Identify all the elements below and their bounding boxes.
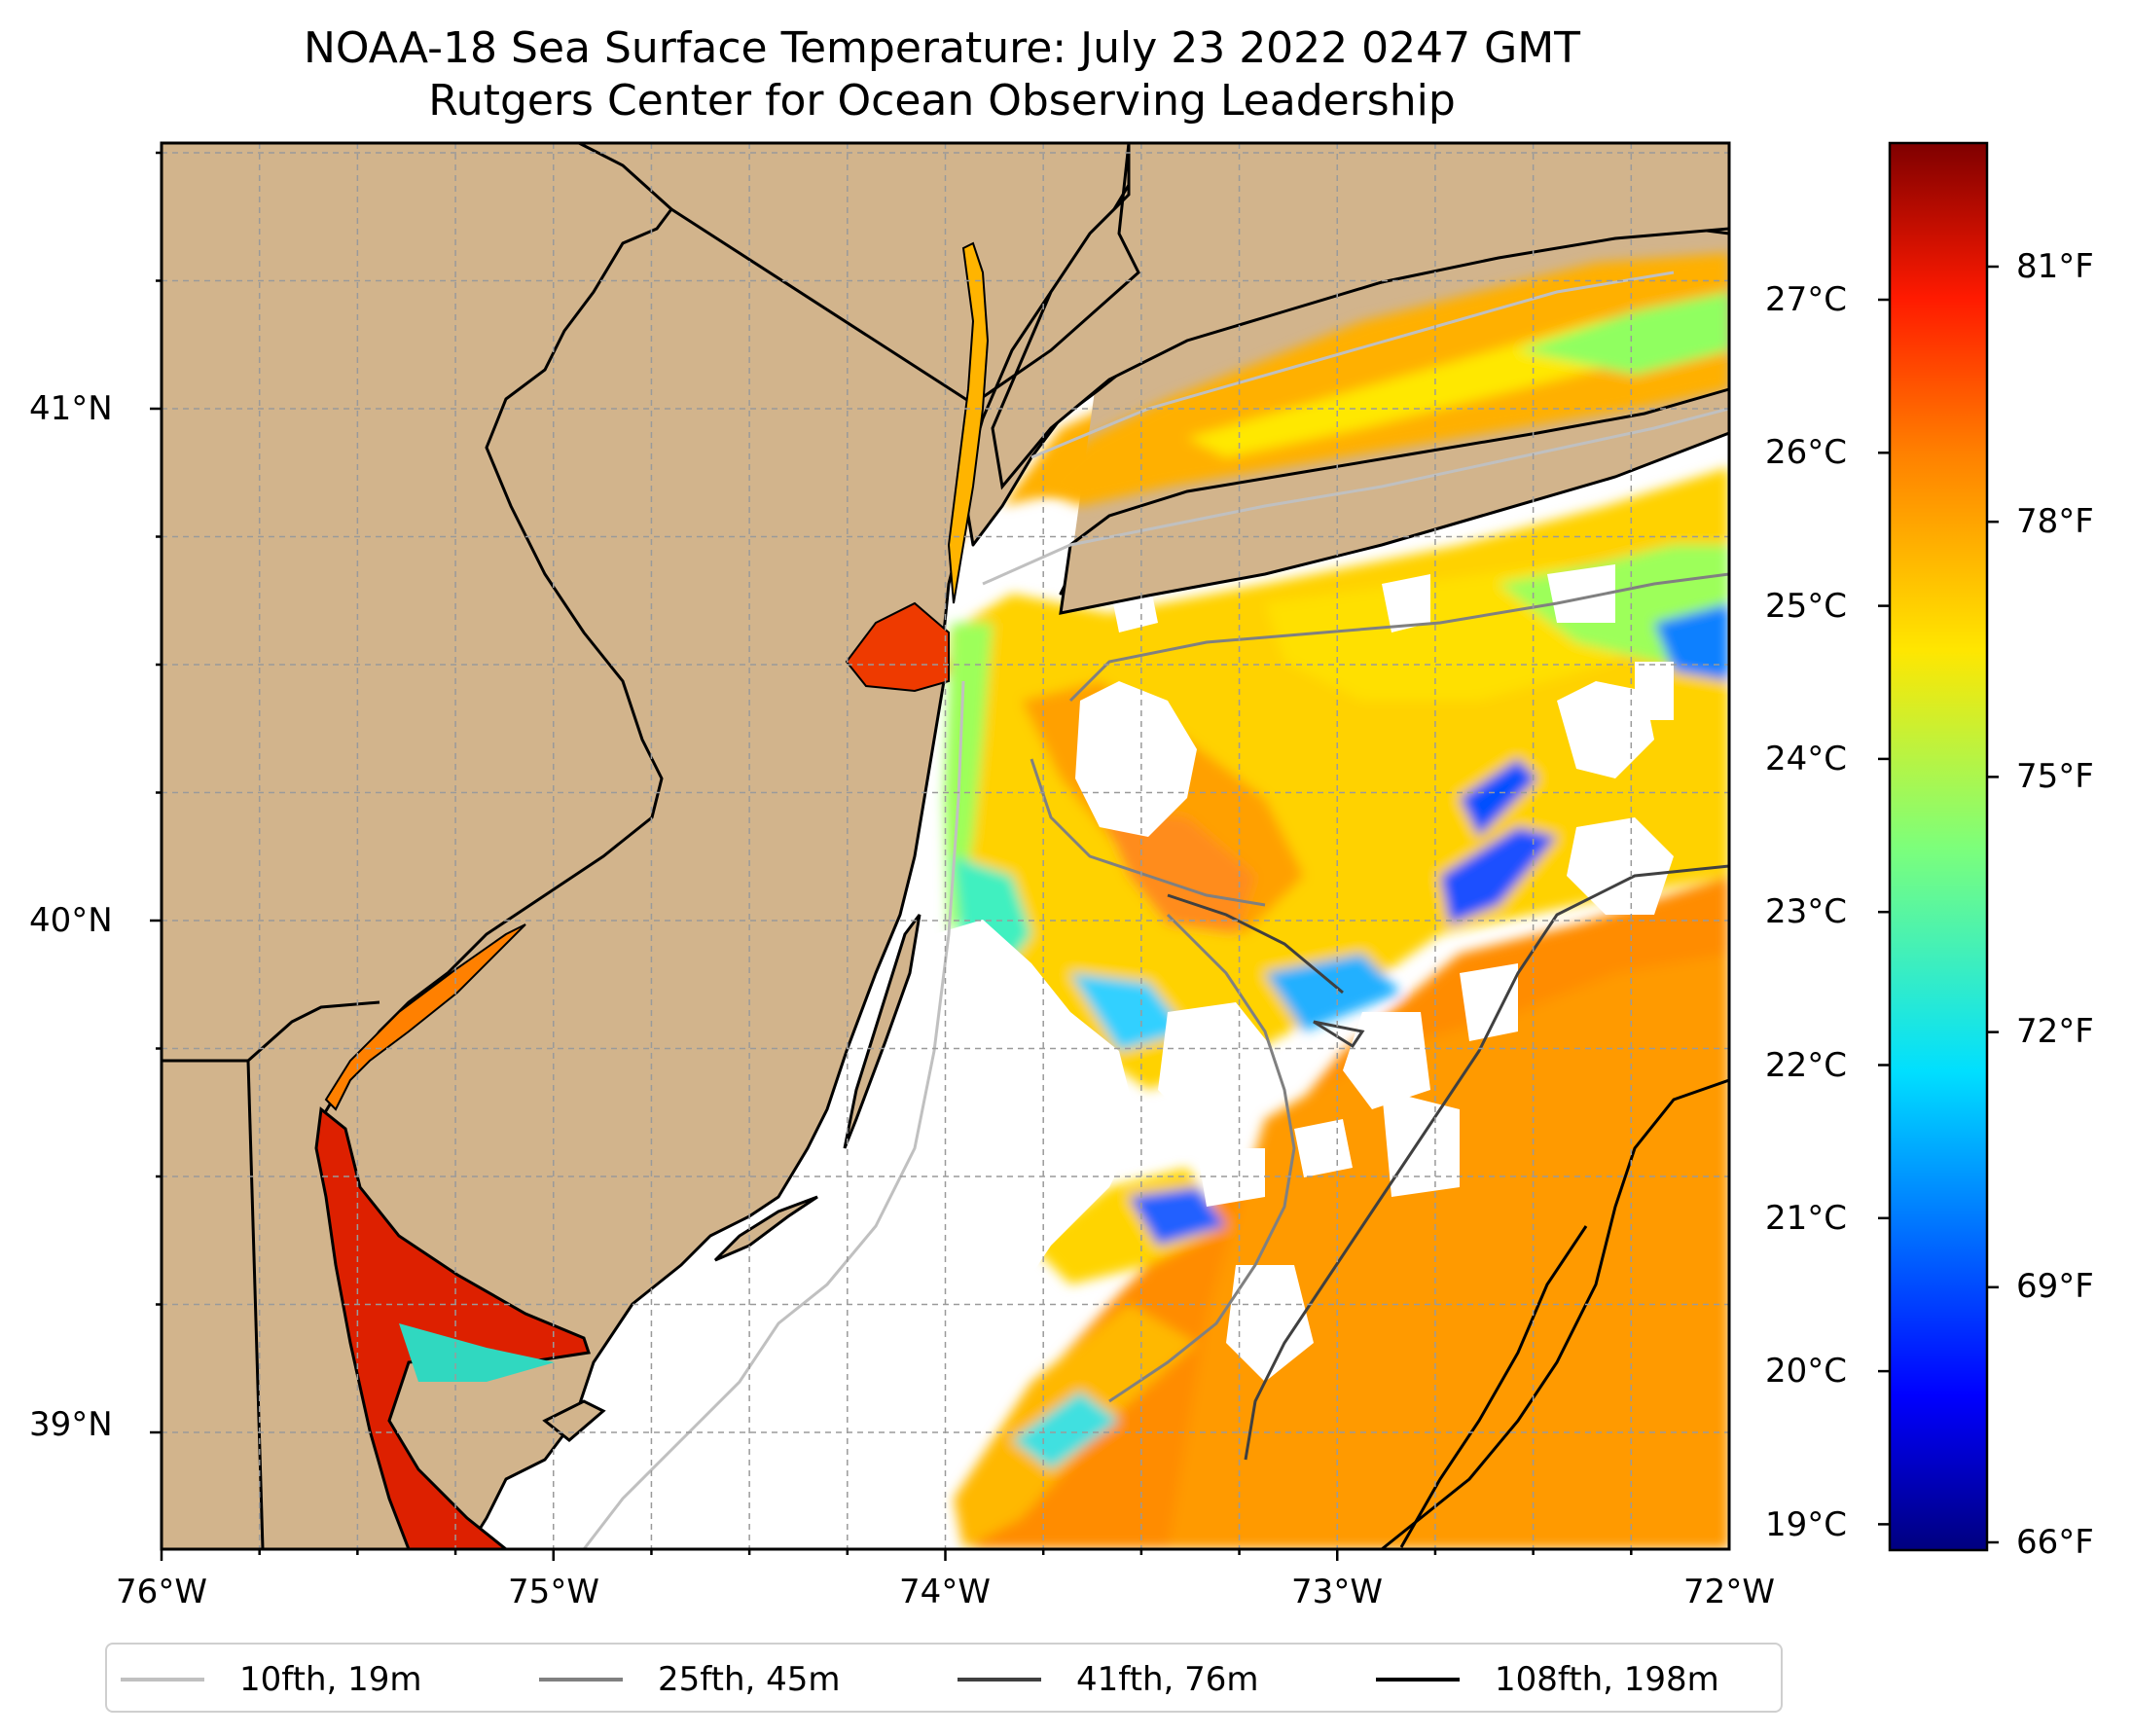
colorbar-celsius-label: 19°C [1765, 1505, 1848, 1544]
legend-label: 41fth, 76m [1076, 1660, 1259, 1699]
colorbar-fahrenheit-label: 75°F [2016, 757, 2094, 796]
long-island [1059, 387, 1729, 615]
isobath-108fth [1381, 1078, 1729, 1549]
long-island-sound-water [1031, 253, 1729, 506]
state-borders [162, 143, 1140, 1549]
map-content [162, 143, 1729, 1549]
legend-swatch [1376, 1678, 1460, 1682]
legend: 10fth, 19m 25fth, 45m 41fth, 76m 108fth,… [105, 1643, 1783, 1713]
colorbar-celsius-label: 23°C [1765, 892, 1848, 931]
colorbar-fahrenheit-label: 66°F [2016, 1523, 2094, 1562]
colorbar-celsius-label: 22°C [1765, 1046, 1848, 1085]
colorbar-celsius-label: 21°C [1765, 1199, 1848, 1238]
colorbar-celsius-label: 20°C [1765, 1352, 1848, 1391]
lat-tick-label: 41°N [29, 389, 113, 428]
raritan-bay [845, 601, 950, 693]
isobath-25fth [1030, 572, 1729, 1403]
colorbar-fahrenheit-label: 78°F [2016, 502, 2094, 541]
legend-swatch [539, 1678, 623, 1682]
colorbar [1888, 141, 1989, 1552]
colorbar-ticks [1878, 265, 1999, 1544]
connecticut-shore [991, 143, 1729, 490]
lat-tick-label: 40°N [29, 901, 113, 940]
delaware-river [324, 923, 526, 1111]
colorbar-celsius-label: 27°C [1765, 280, 1848, 319]
colorbar-celsius-label: 24°C [1765, 740, 1848, 778]
legend-swatch [958, 1678, 1041, 1682]
lon-tick-label: 73°W [1291, 1573, 1383, 1611]
legend-label: 25fth, 45m [658, 1660, 841, 1699]
delaware-bay [314, 1106, 591, 1549]
graticule [162, 143, 1729, 1549]
colorbar-fahrenheit-label: 81°F [2016, 247, 2094, 286]
colorbar-celsius-label: 26°C [1765, 433, 1848, 472]
lon-tick-label: 75°W [508, 1573, 599, 1611]
map-title: NOAA-18 Sea Surface Temperature: July 23… [303, 23, 1581, 73]
axis-ticks [150, 151, 1633, 1561]
legend-label: 10fth, 19m [239, 1660, 422, 1699]
barrier-islands [542, 914, 921, 1442]
lon-tick-label: 74°W [899, 1573, 991, 1611]
hudson-river [947, 241, 990, 604]
no-data-patches [370, 564, 1674, 1549]
colorbar-fahrenheit-label: 69°F [2016, 1267, 2094, 1306]
lon-tick-label: 76°W [116, 1573, 207, 1611]
lat-tick-label: 39°N [29, 1405, 113, 1444]
colorbar-celsius-label: 25°C [1765, 587, 1848, 626]
delaware-bay-cool [399, 1323, 555, 1382]
legend-swatch [121, 1678, 204, 1682]
map-subtitle: Rutgers Center for Ocean Observing Leade… [428, 76, 1456, 126]
lon-tick-label: 72°W [1683, 1573, 1775, 1611]
legend-label: 108fth, 198m [1495, 1660, 1719, 1699]
colorbar-fahrenheit-label: 72°F [2016, 1012, 2094, 1051]
